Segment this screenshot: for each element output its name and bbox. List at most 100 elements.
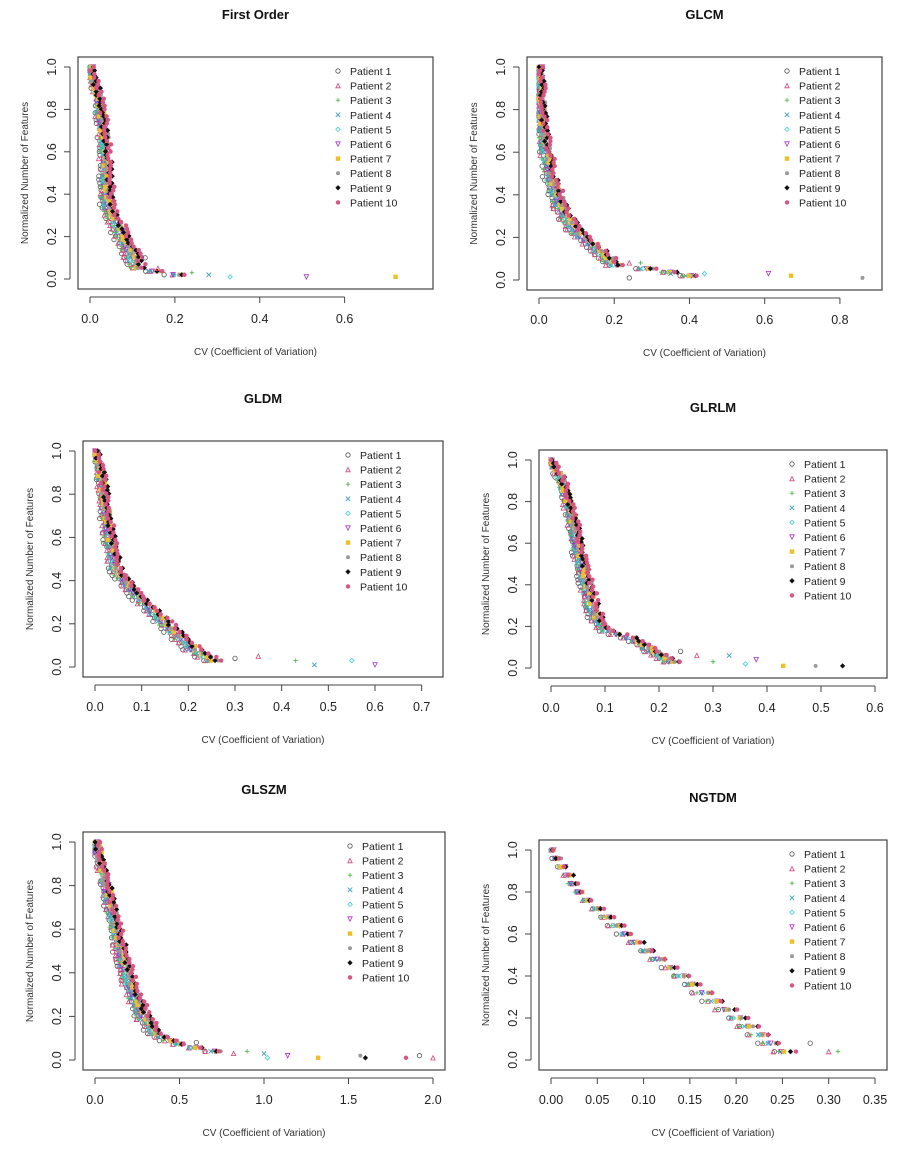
data-point <box>751 1024 756 1029</box>
data-point <box>553 461 559 466</box>
data-point <box>101 903 107 909</box>
data-point <box>112 202 117 207</box>
data-point <box>92 75 97 80</box>
data-point <box>587 601 593 606</box>
data-point <box>564 219 570 226</box>
legend: Patient 1 Patient 2 Patient 3 Patient 4 Pati… <box>779 62 879 212</box>
data-point <box>137 995 142 1001</box>
legend-symbol-icon <box>335 68 341 74</box>
data-point <box>139 265 144 270</box>
data-point <box>625 939 632 946</box>
legend-symbol-icon <box>345 540 351 545</box>
data-point <box>124 967 130 973</box>
x-tick-label: 0.5 <box>812 701 829 715</box>
legend-label: Patient 9 <box>804 966 846 978</box>
x-axis: 0.0 0.2 0.4 0.6 0.8 <box>530 297 849 327</box>
data-point <box>165 615 170 621</box>
legend-symbol-icon <box>347 975 353 980</box>
legend-symbol-icon <box>789 939 795 944</box>
outlier-point <box>839 663 846 669</box>
data-point <box>127 981 132 986</box>
data-point <box>109 544 114 549</box>
data-point <box>135 261 142 267</box>
data-point <box>104 487 110 493</box>
data-point <box>175 639 182 646</box>
data-point <box>108 142 114 147</box>
data-point <box>748 1032 754 1037</box>
data-point <box>577 566 584 573</box>
data-point <box>544 167 551 173</box>
legend-item-patient-1: Patient 1 <box>345 450 402 462</box>
data-point <box>567 881 574 887</box>
data-point <box>111 899 117 905</box>
data-point <box>593 624 599 631</box>
data-point <box>580 574 586 579</box>
data-point <box>546 156 552 162</box>
y-axis: 0.0 0.2 0.4 0.6 0.8 1.0 <box>50 442 76 676</box>
data-point <box>595 598 601 603</box>
data-point <box>114 928 119 933</box>
data-point <box>102 484 107 489</box>
data-point <box>574 234 581 240</box>
data-point <box>582 577 587 582</box>
data-point <box>135 258 140 263</box>
y-tick-label: 0.0 <box>50 1051 64 1068</box>
legend-label: Patient 5 <box>804 907 846 919</box>
legend-item-patient-4: Patient 4 <box>789 503 846 515</box>
legend-item-patient-5: Patient 5 <box>335 124 392 136</box>
data-point <box>540 64 546 70</box>
data-point <box>579 550 584 555</box>
x-tick-label: 0.4 <box>681 313 698 327</box>
data-point <box>549 201 556 208</box>
legend-symbol-icon <box>335 126 341 133</box>
legend-symbol-icon <box>789 534 795 541</box>
data-point <box>204 654 210 660</box>
data-point <box>138 251 143 256</box>
series-patient-9 <box>536 64 699 279</box>
legend-item-patient-10: Patient 10 <box>335 197 397 209</box>
legend-symbol-icon <box>347 960 353 966</box>
data-point <box>560 188 566 194</box>
data-point <box>138 1006 144 1012</box>
data-point <box>96 470 102 475</box>
data-point <box>99 173 105 179</box>
y-tick-label: 0.2 <box>50 1008 64 1025</box>
data-point <box>123 233 129 239</box>
data-point <box>607 631 614 638</box>
y-tick-label: 0.6 <box>45 143 59 160</box>
outlier-point <box>825 1048 832 1055</box>
data-point <box>104 163 109 168</box>
data-point <box>588 617 595 624</box>
data-point <box>130 985 135 990</box>
legend-item-patient-6: Patient 6 <box>335 139 392 151</box>
data-point <box>551 160 556 165</box>
y-tick-label: 0.0 <box>45 270 59 287</box>
data-point <box>134 981 139 987</box>
legend-label: Patient 10 <box>804 590 851 602</box>
data-point <box>600 611 606 617</box>
data-point <box>101 879 106 883</box>
legend-label: Patient 2 <box>362 856 404 868</box>
legend-symbol-icon <box>784 68 790 74</box>
outlier-point <box>232 655 238 661</box>
data-point <box>605 252 611 257</box>
data-point <box>173 1041 179 1047</box>
data-point <box>653 655 660 661</box>
data-point <box>114 212 120 218</box>
data-point <box>576 519 581 524</box>
legend-label: Patient 5 <box>350 124 392 136</box>
data-point <box>577 231 582 236</box>
data-point <box>559 195 564 201</box>
data-point <box>652 645 658 651</box>
legend-label: Patient 5 <box>360 508 402 520</box>
data-point <box>107 177 112 182</box>
data-point <box>542 110 549 116</box>
data-point <box>548 139 553 144</box>
data-point <box>96 452 102 457</box>
data-point <box>107 201 113 207</box>
legend: Patient 1 Patient 2 Patient 3 Patient 4 Pati… <box>784 845 884 995</box>
y-tick-label: 0.8 <box>50 485 64 502</box>
legend-symbol-icon <box>347 887 353 893</box>
data-point <box>189 643 195 649</box>
y-tick-label: 0.4 <box>494 186 508 203</box>
